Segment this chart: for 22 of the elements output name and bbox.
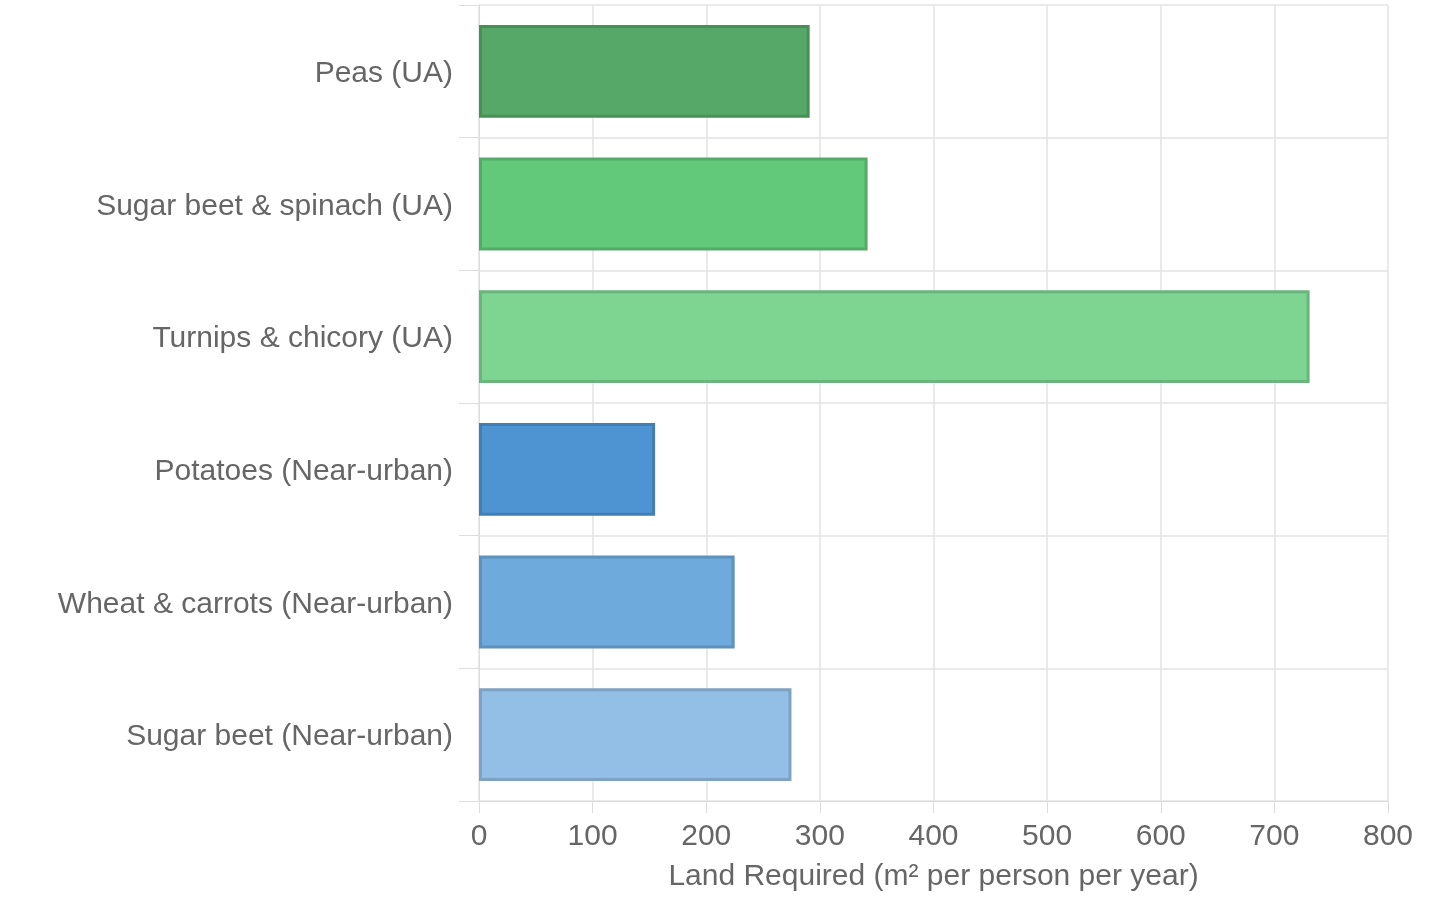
- y-tick-label: Peas (UA): [314, 54, 453, 88]
- y-tick-label: Turnips & chicory (UA): [152, 320, 453, 354]
- x-tick-label: 300: [794, 817, 845, 851]
- x-tick-label: 600: [1135, 817, 1186, 851]
- x-tick-label: 0: [470, 817, 488, 851]
- x-tick-label: 500: [1022, 817, 1073, 851]
- y-tick-label: Wheat & carrots (Near-urban): [57, 585, 453, 619]
- x-tick-label: 100: [567, 817, 618, 851]
- bar: [479, 422, 656, 516]
- y-tick-label: Sugar beet & spinach (UA): [96, 187, 453, 221]
- bar: [479, 290, 1310, 384]
- y-tick-label: Potatoes (Near-urban): [154, 452, 453, 486]
- x-tick-label: 700: [1249, 817, 1300, 851]
- bar: [479, 24, 810, 118]
- bar: [479, 157, 868, 251]
- bar: [479, 555, 735, 649]
- bar: [479, 688, 792, 782]
- x-tick-label: 200: [681, 817, 732, 851]
- x-tick-label: 400: [908, 817, 959, 851]
- x-axis-title: Land Required (m² per person per year): [668, 857, 1199, 891]
- x-tick-label: 800: [1362, 817, 1414, 851]
- y-tick-label: Sugar beet (Near-urban): [126, 718, 453, 752]
